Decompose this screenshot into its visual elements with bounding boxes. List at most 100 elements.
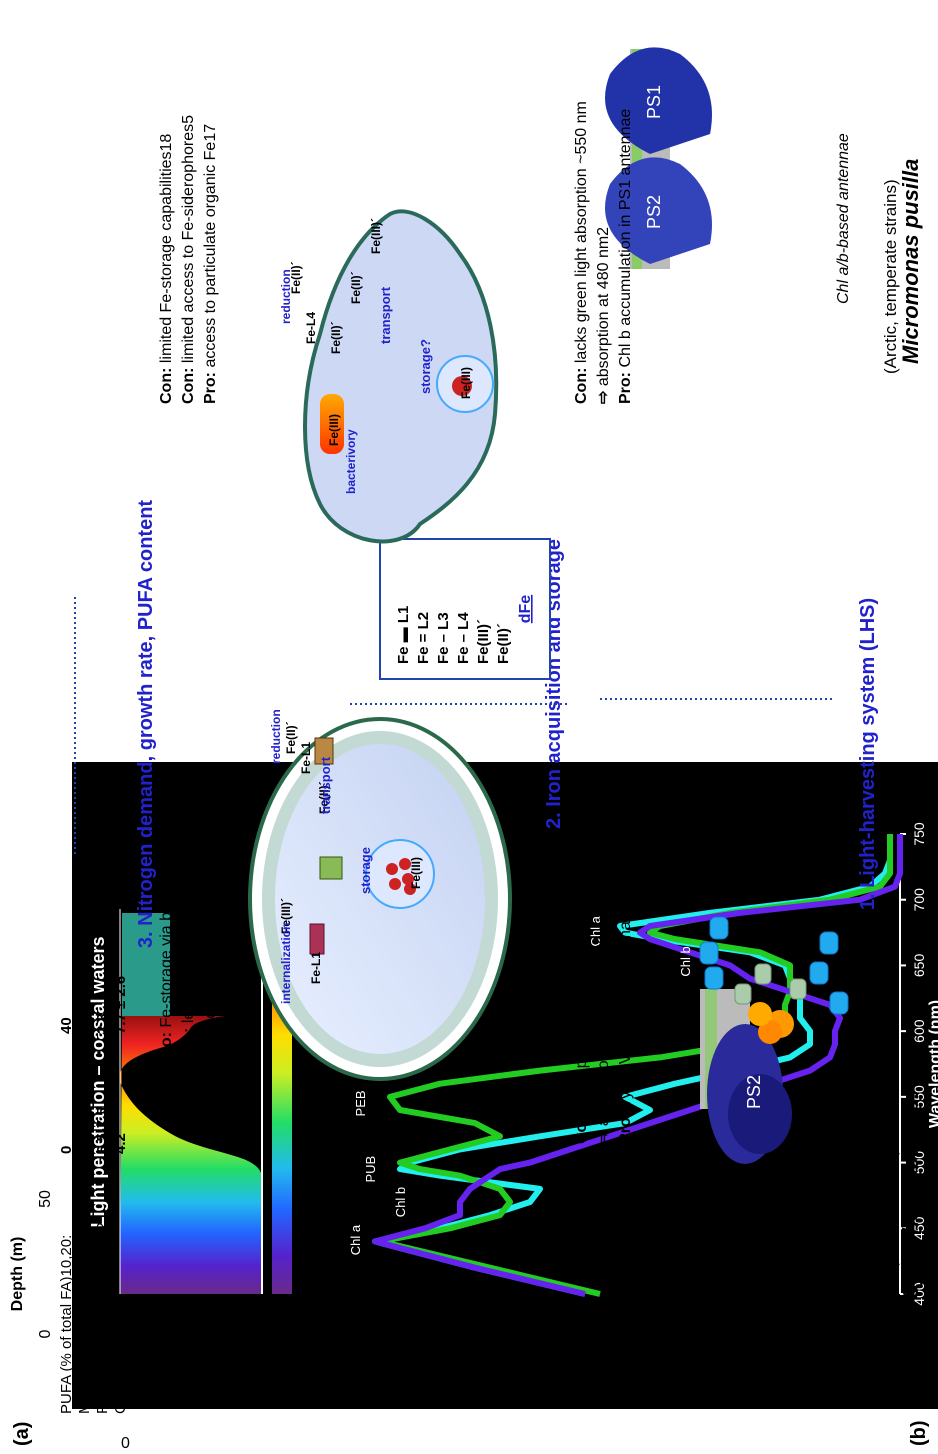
x-tick-label: 550 [911,1085,927,1109]
pro-con-line: Con: high protein requirements12 [573,904,590,1144]
cell-label-transport: transport [318,756,333,814]
left-organism-name: Synechococcus sp. [898,1094,923,1299]
cell-label-storage: storage? [418,339,433,394]
s3-table: C:N ratio6-8,19: 4.2 7.7 ± 2.6 Protein cont… [58,976,129,1414]
panel-a-label: (a) [11,1422,33,1446]
s3-row-label: Max. growth rate (μmax d-1)9: [76,1213,93,1414]
pro-con-key: Pro: [202,1032,219,1064]
depth-axis-area [72,1409,938,1454]
peak-annotation: Chl a [588,915,603,946]
left-organism-suffix: sp. [898,1094,923,1132]
s1-left-text: Pro: Type IV chromatic acclimation ⇨ abso… [573,878,634,1144]
s1-title: 1. Light-harvesting system (LHS) [857,598,879,910]
pro-con-text: limited Fe-storage capabilities18 [158,134,175,368]
dfe-title: dFe [517,595,534,624]
pro-con-text: access to Fe-siderophores5,13,14 [202,786,219,1032]
pro-con-text: absorption at 480 nm2 [595,227,612,391]
cell-label-fe3: Fe(III)´ [279,898,293,934]
pro-con-line: Pro: Type IV chromatic acclimation [617,895,634,1144]
cell-label-fe2_b: Fe(II)´ [284,721,298,754]
x-tick-label: 650 [911,954,927,978]
s2-right-text: Pro: access to particulate organic Fe17 C… [158,115,219,404]
dfe-item: Fe(II)´ [495,623,512,664]
pro-con-text: Fe-storage via bacterioferritin15,16 [158,779,175,1032]
depth-tick-50: 50 [37,1190,54,1208]
series-line-2 [372,834,903,1297]
pro-con-key: Pro: [617,372,634,404]
cell-label-fe2_c: Fe(II)´ [289,261,303,294]
cell-label-reduction: reduction [269,709,283,764]
s3-title: 3. Nitrogen demand, growth rate, PUFA co… [135,500,157,949]
s1-left-caption: Phycobilisome-based antennae [835,1041,852,1264]
x-tick-label: 750 [911,822,927,846]
s1-ps2-left: PS2 [744,1075,764,1109]
s3-row-right: 7.7 ± 2.6 [112,976,129,1034]
peak-annotation: Chl a [348,1224,363,1255]
cell-label-fe3_a: Fe(III)´ [369,218,383,254]
pro-con-key: Con: [180,1028,197,1064]
pro-con-key: ⇨ [595,1130,612,1144]
cell-label-reduction: reduction [279,269,293,324]
pro-con-key: Con: [158,368,175,404]
cell-label-transport: transport [378,286,393,344]
dfe-item: Fe(III)´ [475,619,492,664]
s1-right-caption: Chl a/b-based antennae [835,133,852,304]
cell-label-fe2_a: Fe(II)´ [349,271,363,304]
s1-ps1-right: PS1 [644,85,664,119]
pro-con-key: Pro: [158,1032,175,1064]
peak-annotation: Chl b [678,946,693,976]
depth-tick-0b: 0 [37,1329,54,1338]
cell-label-fe2_b: Fe(II)´ [329,321,343,354]
depth-tick-0: 0 [121,1435,130,1452]
s2-left-text: Pro: access to Fe-siderophores5,13,14 Con… [158,779,219,1064]
peak-annotation: PEB [353,1090,368,1116]
s1-right-text: Pro: Chl b accumulation in PS1 antennae ⇨… [573,101,634,404]
pro-con-text: Chl b accumulation in PS1 antennae [617,109,634,372]
cell-label-fel1_b: Fe-L1 [309,952,323,984]
pro-con-line: Con: lacks green light absorption ~550 n… [573,101,590,404]
pro-con-line: ⇨ absorption at 480 nm2 [595,227,612,404]
pro-con-line: Pro: Chl b accumulation in PS1 antennae [617,109,634,404]
s3-row-right: 2.3 [94,1013,111,1034]
cell-label-fe3_store: Fe(III) [459,367,473,399]
pro-con-text: absorption from 495 to 550 nm1,11 [595,878,612,1130]
pro-con-line: Con: less access to other Fe-chelates5 [180,785,197,1064]
psii-psi-diagram: PS2 PS1 [605,47,712,269]
right-organism-name: Micromonas pusilla [898,159,923,364]
dfe-item: Fe – L4 [455,612,472,664]
dfe-box [379,538,551,680]
x-tick-label: 600 [911,1019,927,1043]
pro-con-key: Pro: [617,1112,634,1144]
pro-con-text: Type IV chromatic acclimation [617,895,634,1112]
s3-row-left: 0 [58,1146,75,1154]
s3-row-label: C:N ratio6-8,19: [112,1308,129,1414]
dfe-item: Fe = L2 [415,612,432,664]
depth-axis: 0 [121,1435,130,1452]
x-axis-label: Wavelength (nm) [927,1000,938,1128]
pro-con-key: Con: [573,368,590,404]
s2-left-labels: Fe(II)´ Fe(II)´ Fe(III)´ Fe-L1 Fe-L1 reductio… [269,709,423,1004]
pro-con-key: Con: [180,368,197,404]
x-tick-label: 700 [911,888,927,912]
infrared-block [122,913,170,1016]
cell-label-fe3_bact: Fe(III) [327,414,341,446]
panel-b-label: (b) [908,1420,930,1446]
s3-row-left: 0.30 [76,1125,93,1154]
s3-row-right: 0.59 [76,1005,93,1034]
pro-con-line: Con: limited Fe-storage capabilities18 [158,134,175,404]
pro-con-line: Pro: access to Fe-siderophores5,13,14 [202,786,219,1064]
pro-con-text: less access to other Fe-chelates5 [180,785,197,1028]
s1-ps2-right: PS2 [644,195,664,229]
s3-row-label: PUFA (% of total FA)10,20: [58,1235,75,1414]
pro-con-text: access to particulate organic Fe17 [202,124,219,372]
micromonas-cell [303,209,499,544]
pro-con-text: lacks green light absorption ~550 nm [573,101,590,367]
pro-con-text: high protein requirements12 [573,904,590,1108]
right-organism-strains: (Arctic, temperate strains) [881,179,900,374]
cell-label-bacterivory: bacterivory [344,429,358,494]
s3-row-label: Protein content LHS (kDa)12: [94,1218,111,1414]
peak-annotation: Chl b [393,1187,408,1217]
x-tick-label: 450 [911,1216,927,1240]
